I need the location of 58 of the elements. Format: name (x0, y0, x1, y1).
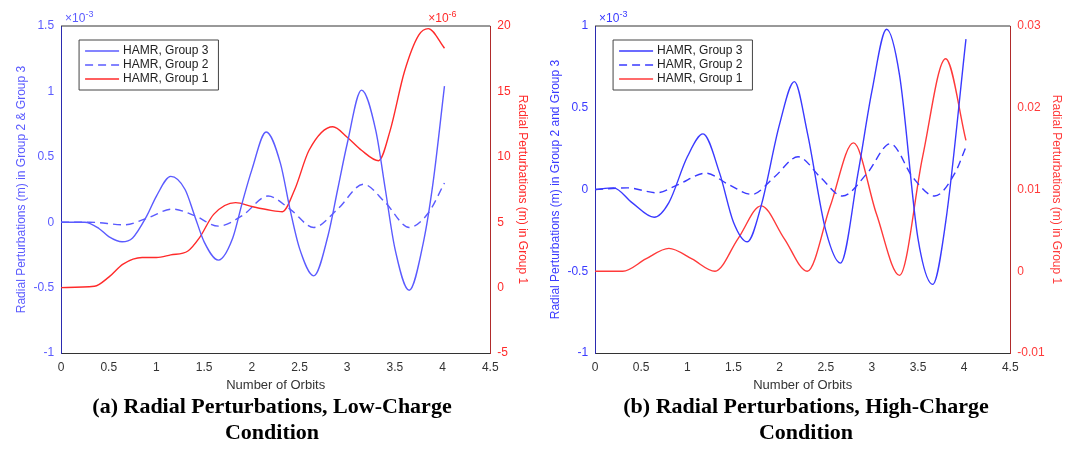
text: (a) Radial Perturbations, Low-Charge Condition (91, 393, 453, 445)
x-tick-label: 2.5 (817, 359, 835, 374)
x-tick-label: 0 (591, 359, 599, 374)
line-series (61, 27, 446, 289)
y-tick-label: -1 (577, 345, 589, 360)
x-tick-label: 1 (153, 359, 161, 374)
legend-label: HAMR, Group 2 (123, 57, 209, 72)
y-tick-label: 1 (581, 18, 589, 33)
y2-tick-label: 20 (497, 18, 511, 33)
y-tick-label: 0.5 (571, 100, 589, 115)
text: (b) Radial Perturbations, High-Charge Condition (622, 393, 990, 445)
x-tick-label: 1 (683, 359, 691, 374)
y-tick-label: -0.5 (567, 263, 589, 278)
x-tick-label: 3.5 (386, 359, 404, 374)
y-tick-label: 1 (47, 83, 55, 98)
x-tick-label: 4.5 (1001, 359, 1019, 374)
x-tick-label: 4.5 (481, 359, 499, 374)
x-tick-label: 0 (57, 359, 65, 374)
legend-label: HAMR, Group 1 (657, 71, 743, 86)
x-tick-label: 2 (248, 359, 256, 374)
line-series (595, 58, 967, 277)
x-tick-label: 2 (776, 359, 784, 374)
legend-label: HAMR, Group 3 (657, 43, 743, 58)
x-tick-label: 4 (960, 359, 968, 374)
legend-label: HAMR, Group 3 (123, 43, 209, 58)
legend-label: HAMR, Group 2 (657, 57, 743, 72)
y-tick-label: 0.5 (37, 149, 55, 164)
y2-tick-label: 0.02 (1017, 100, 1041, 115)
y2-tick-label: 10 (497, 149, 511, 164)
y-tick-label: -1 (43, 345, 55, 360)
y-axis-title: Radial Perturbations (m) in Group 2 & Group 3 (13, 65, 28, 314)
legend-label: HAMR, Group 1 (123, 71, 209, 86)
y2-tick-label: 0 (497, 279, 505, 294)
y2-tick-label: -0.01 (1017, 345, 1045, 360)
y2-tick-label: 5 (497, 214, 505, 229)
y-tick-label: 0 (581, 181, 589, 196)
x-tick-label: 3 (343, 359, 351, 374)
y2-tick-label: 0.03 (1017, 18, 1041, 33)
x-tick-label: 4 (439, 359, 447, 374)
x-tick-label: 2.5 (291, 359, 309, 374)
y2-tick-label: 15 (497, 83, 511, 98)
x-axis-title: Number of Orbits (753, 376, 853, 392)
y-tick-label: -0.5 (33, 279, 55, 294)
y-tick-label: 0 (47, 214, 55, 229)
x-tick-label: 0.5 (632, 359, 650, 374)
y-axis-title: Radial Perturbations (m) in Group 2 and Group 3 (547, 59, 562, 320)
x-tick-label: 3.5 (909, 359, 927, 374)
y2-tick-label: 0 (1017, 263, 1025, 278)
y2-axis-title: Radial Perturbations (m) in Group 1 (1050, 94, 1065, 285)
y2-tick-label: -5 (497, 345, 509, 360)
x-tick-label: 1.5 (725, 359, 743, 374)
x-tick-label: 3 (868, 359, 876, 374)
y2-axis-title: Radial Perturbations (m) in Group 1 (516, 94, 531, 285)
y2-tick-label: 0.01 (1017, 181, 1041, 196)
x-tick-label: 0.5 (100, 359, 118, 374)
x-tick-label: 1.5 (195, 359, 213, 374)
x-axis-title: Number of Orbits (226, 376, 326, 392)
y-tick-label: 1.5 (37, 18, 55, 33)
